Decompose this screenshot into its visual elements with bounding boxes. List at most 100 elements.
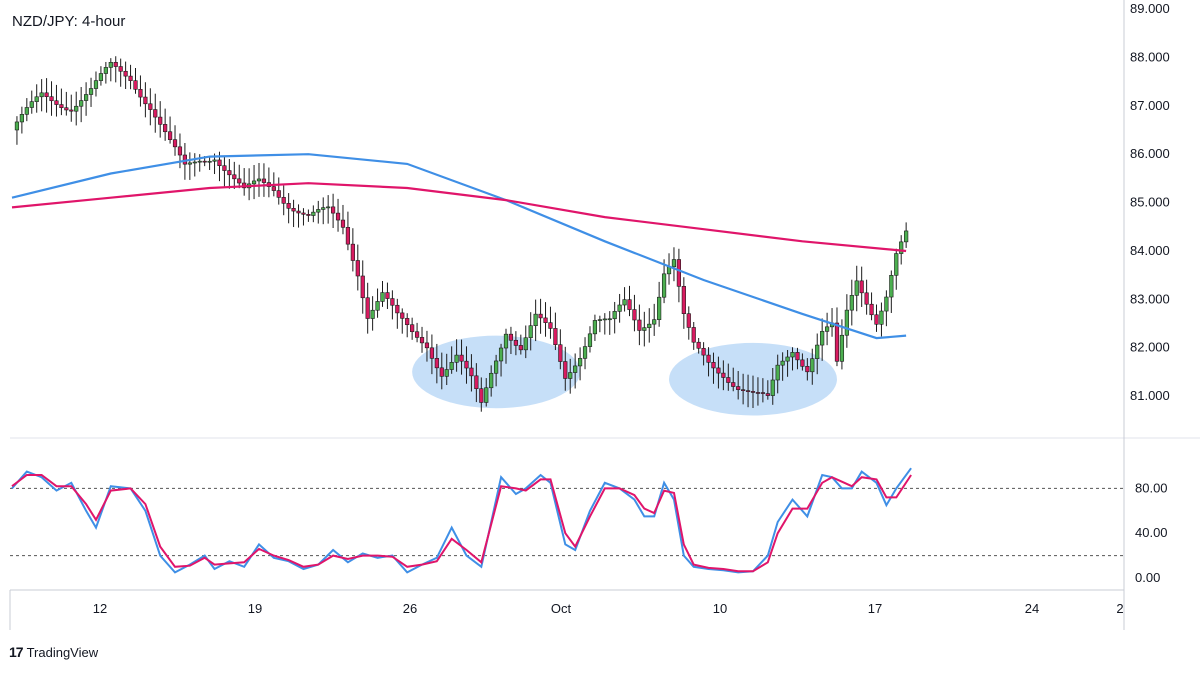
oscillator-tick-label: 80.00 [1135, 480, 1168, 495]
candle-body [123, 70, 128, 77]
candle-body [563, 361, 568, 379]
time-tick-label: 2 [1116, 601, 1123, 616]
candle-body [449, 362, 454, 370]
candle-body [390, 298, 395, 306]
candle-body [523, 337, 528, 351]
candle-body [568, 372, 573, 379]
candle-body [671, 259, 677, 268]
candle-body [479, 388, 484, 403]
candle-body [177, 146, 183, 156]
candle-body [212, 159, 217, 162]
candle-body [513, 339, 518, 346]
candle-body [760, 392, 765, 394]
candle-body [548, 322, 553, 329]
candle-body [859, 280, 864, 294]
candle-body [741, 389, 746, 391]
price-tick-label: 81.000 [1130, 388, 1170, 403]
candle-body [894, 253, 899, 276]
candle-body [696, 341, 701, 349]
candle-body [736, 386, 741, 390]
candle-body [108, 62, 113, 68]
candle-body [158, 116, 163, 125]
candle-body [533, 313, 538, 327]
price-pane[interactable] [11, 56, 909, 416]
candle-body [375, 301, 380, 311]
candle-body [24, 107, 29, 115]
price-tick-label: 82.000 [1130, 340, 1170, 355]
candle-body [350, 243, 355, 261]
candle-body [88, 88, 94, 95]
candle-body [573, 365, 578, 373]
time-tick-label: 17 [868, 601, 882, 616]
candle-body [681, 286, 686, 314]
chart-title: NZD/JPY: 4-hour [12, 13, 125, 30]
candle-body [597, 319, 602, 321]
candle-body [884, 296, 889, 312]
moving-average-2 [11, 182, 907, 253]
candle-body [227, 170, 232, 176]
candle-body [261, 178, 267, 183]
candle-body [296, 210, 301, 214]
axes: 89.000 88.000 87.000 86.000 85.000 84.000 83.0… [9, 0, 1200, 630]
candle-body [148, 103, 153, 110]
candle-body [340, 219, 346, 228]
candle-body [291, 208, 296, 212]
candle-body [716, 367, 721, 374]
candle-body [19, 114, 24, 123]
candle-body [632, 309, 637, 321]
candle-body [424, 342, 430, 349]
brand-name: TradingView [26, 644, 99, 660]
candle-body [395, 304, 400, 314]
candle-body [464, 360, 469, 369]
candle-body [29, 101, 34, 108]
candle-body [59, 104, 64, 109]
oscillator-tick-label: 40.00 [1135, 525, 1168, 540]
candle-body [642, 327, 647, 331]
candle-body [543, 317, 548, 323]
candle-body [54, 100, 59, 105]
candle-body [429, 347, 435, 359]
oscillator-pane[interactable] [10, 467, 1124, 574]
candle-body [627, 299, 632, 310]
candle-body [484, 387, 489, 403]
candle-body [222, 165, 227, 171]
candle-body [311, 211, 316, 216]
candle-body [326, 206, 331, 209]
candle-body [726, 377, 731, 383]
price-tick-label: 88.000 [1130, 49, 1170, 64]
candle-body [34, 96, 39, 102]
oscillator-tick-label: 0.00 [1135, 570, 1160, 585]
price-tick-label: 87.000 [1130, 98, 1170, 113]
candle-body [79, 100, 84, 107]
candle-body [439, 367, 444, 377]
time-tick-label: 12 [93, 601, 107, 616]
candle-body [592, 320, 598, 335]
candle-body [810, 358, 815, 373]
candle-body [271, 186, 276, 191]
candle-body [864, 292, 869, 305]
candle-body [820, 331, 825, 346]
candle-body [143, 96, 148, 105]
candle-body [365, 297, 370, 319]
candle-body [647, 323, 652, 328]
candle-body [128, 75, 133, 81]
tradingview-logo-icon: 17 [9, 644, 24, 660]
candle-body [103, 67, 108, 74]
time-tick-label: 26 [403, 601, 417, 616]
candle-body [765, 393, 770, 396]
candle-body [503, 333, 509, 349]
candle-body [69, 109, 74, 112]
candle-body [815, 344, 820, 359]
candle-body [701, 347, 706, 356]
candle-body [489, 372, 494, 389]
candle-body [721, 372, 726, 378]
candle-body [335, 212, 341, 221]
candle-body [657, 296, 662, 320]
candle-body [434, 358, 439, 369]
candle-body [869, 303, 874, 316]
candle-body [622, 299, 627, 306]
candle-body [345, 227, 351, 245]
candle-body [459, 354, 464, 362]
candle-body [202, 160, 207, 163]
